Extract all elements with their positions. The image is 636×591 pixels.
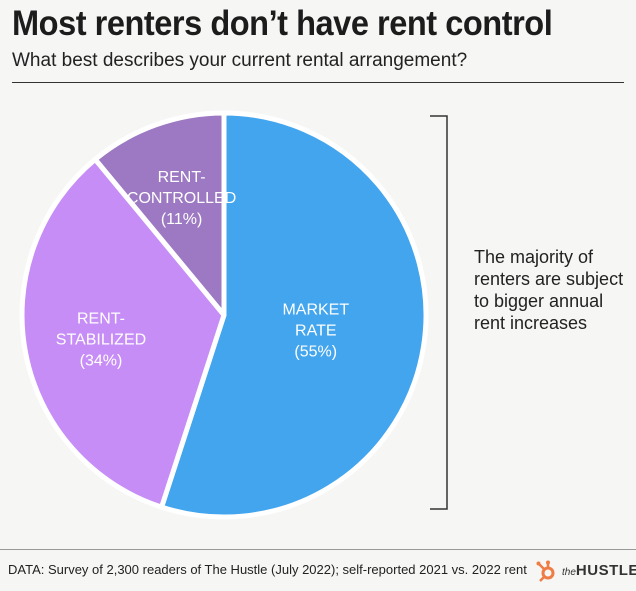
source-note: DATA: Survey of 2,300 readers of The Hus… [8, 562, 527, 577]
majority-bracket [430, 115, 448, 510]
slice-rent-stabilized [19, 156, 227, 510]
hustle-logo: theHUSTLE [562, 562, 636, 580]
label-rent-controlled: RENT-CONTROLLED (11%) [127, 169, 236, 228]
slice-market-rate [159, 110, 429, 520]
chart-title: Most renters don’t have rent control [12, 4, 553, 43]
annotation-text: The majority of renters are subject to b… [474, 247, 624, 333]
footer-divider [0, 549, 636, 550]
slice-rent-controlled [92, 110, 227, 318]
title-divider [12, 82, 624, 83]
chart-subtitle: What best describes your current rental … [12, 50, 468, 71]
logo-prefix: the [562, 567, 576, 578]
label-market-rate: MARKET RATE (55%) [282, 302, 349, 361]
label-rent-stabilized: RENT-STABILIZED (34%) [56, 310, 146, 369]
logo-name: HUSTLE [575, 562, 636, 579]
hubspot-sprocket-icon [536, 560, 555, 582]
